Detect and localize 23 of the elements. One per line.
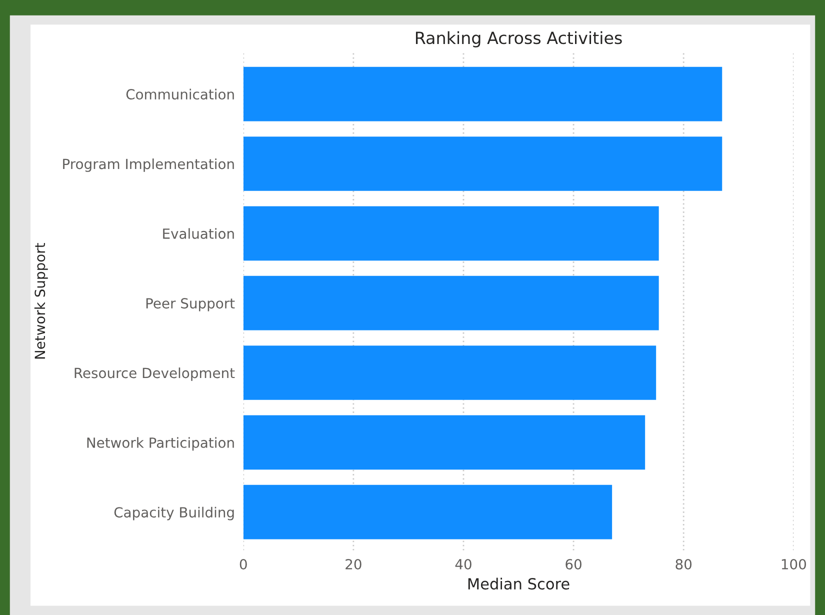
x-axis-title: Median Score (468, 578, 570, 590)
x-tick-label: 40 (455, 559, 472, 570)
x-tick-label: 80 (676, 559, 692, 570)
y-axis-title: Network Support (34, 243, 48, 359)
bar (243, 484, 612, 540)
bar (243, 346, 656, 400)
x-tick-label: 100 (782, 559, 806, 570)
y-tick-label: Peer Support (146, 298, 235, 312)
y-tick-label: Communication (126, 88, 234, 100)
y-tick-label: Program Implementation (63, 158, 234, 172)
x-tick-label: 0 (240, 559, 247, 570)
x-tick-label: 20 (346, 559, 362, 570)
x-tick-label: 60 (566, 559, 582, 570)
bar (243, 66, 722, 122)
y-tick-label: Resource Development (74, 367, 235, 381)
chart-title: Ranking Across Activities (416, 31, 622, 48)
bar (243, 136, 722, 191)
bar (243, 276, 659, 330)
y-tick-label: Capacity Building (114, 506, 234, 520)
y-tick-label: Network Participation (87, 437, 234, 451)
bar (243, 206, 659, 261)
y-tick-label: Evaluation (163, 228, 234, 239)
bar (243, 415, 646, 470)
